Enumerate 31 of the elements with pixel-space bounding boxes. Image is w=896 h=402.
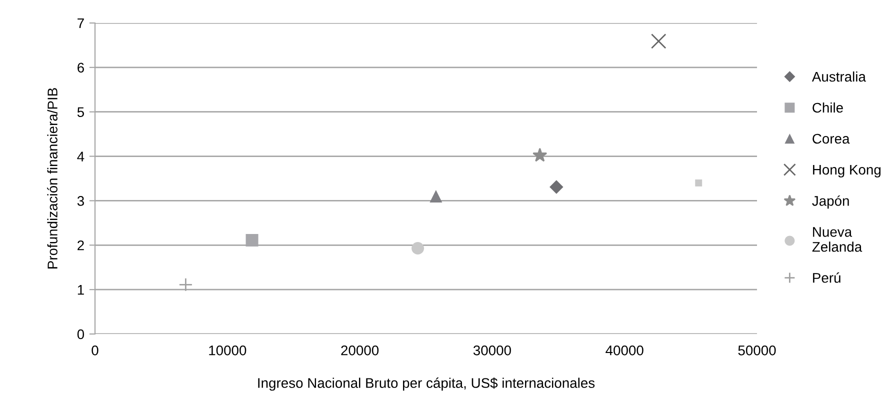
legend-label: Corea [812,134,850,144]
legend-label: Hong Kong [813,164,881,178]
y-tick-label: 1 [78,285,84,295]
point [430,190,442,203]
point [550,180,564,194]
point [246,234,258,247]
y-tick-label: 4 [77,152,84,162]
point [412,242,424,255]
x-tick-label: 50000 [738,345,776,356]
point [650,34,666,49]
x-tick-label: 20000 [341,345,379,356]
legend-label: Perú [813,272,840,283]
y-tick-label: 2 [78,240,84,250]
legend-label: Chile [812,102,843,113]
legend-label: Australia [812,71,866,82]
x-tick-label: 30000 [473,345,511,356]
x-axis-title: Ingreso Nacional Bruto per cápita, US$ internacionales [258,378,595,391]
y-tick-label: 6 [78,62,84,73]
point [178,278,193,292]
y-tick-label: 0 [77,329,84,340]
x-tick-label: 0 [92,345,98,356]
y-tick-label: 3 [77,196,84,206]
x-tick-label: 10000 [209,345,246,356]
y-tick-label: 5 [77,107,84,118]
legend-label: Nueva Zelanda [812,227,862,252]
point [695,179,702,186]
y-tick-label: 7 [78,18,84,28]
point [532,148,548,162]
legend-label: Japón [812,195,849,209]
x-tick-label: 40000 [606,345,644,356]
y-axis-title: Profundización financiera/PIB [47,88,58,268]
